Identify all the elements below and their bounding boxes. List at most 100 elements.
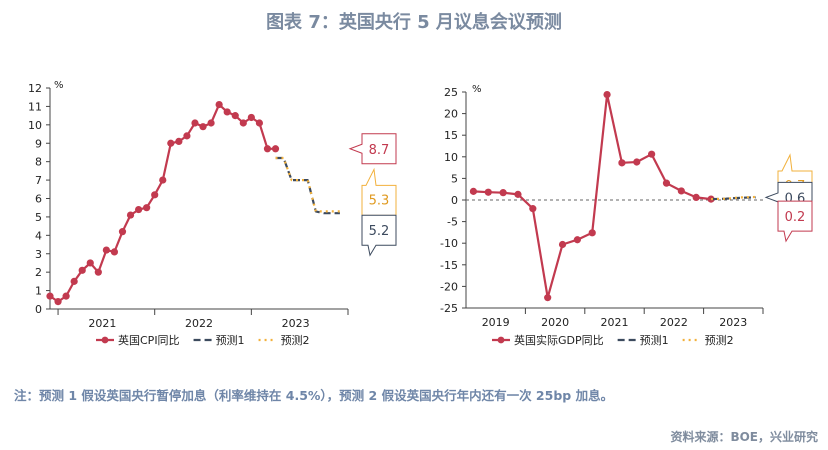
chart2-data-point (662, 179, 671, 187)
page-title: 图表 7：英国央行 5 月议息会议预测 (266, 12, 562, 33)
chart2-data-point (692, 193, 700, 202)
chart2-data-point (588, 229, 596, 237)
chart2-data-point (469, 187, 478, 195)
chart2-data-point (573, 236, 581, 244)
chart1-y-tick-label: 10 (28, 119, 42, 132)
chart1-data-point (86, 259, 94, 267)
chart2-data-point (514, 190, 522, 198)
source-note: 资料来源：BOE，兴业研究 (670, 430, 818, 444)
chart1-callout-label: 5.3 (369, 193, 390, 208)
chart1-data-point (255, 119, 264, 127)
chart1-callout-box (361, 214, 397, 257)
chart2-legend-marker (497, 336, 505, 344)
chart1-y-tick-label: 11 (28, 100, 42, 113)
chart2-callout-label: 0.2 (785, 210, 806, 225)
chart1-data-point (62, 292, 70, 300)
chart1-data-point (78, 266, 86, 274)
chart1-data-point (143, 204, 151, 212)
chart2-y-tick-label: 0 (451, 194, 458, 207)
chart1-y-tick-label: 7 (35, 174, 42, 187)
chart1-y-tick-label: 1 (35, 285, 42, 298)
chart1-y-tick-label: 8 (35, 156, 42, 169)
chart1-x-tick-label: 2021 (88, 317, 116, 330)
footnote: 注：预测 1 假设英国央行暂停加息（利率维持在 4.5%），预测 2 假设英国央… (14, 388, 614, 403)
chart2-data-point (633, 158, 641, 166)
chart1-y-tick-label: 0 (35, 303, 42, 316)
chart2-y-tick-label: -10 (440, 237, 458, 250)
chart2-data-point (544, 294, 552, 302)
chart2-data-point (499, 189, 507, 197)
chart2-legend-label: 预测1 (640, 334, 669, 347)
chart1-data-point (175, 137, 183, 146)
chart1-data-point (263, 145, 272, 153)
chart1-legend-label: 预测2 (281, 334, 310, 347)
chart2-y-tick-label: 5 (451, 172, 458, 185)
chart1-series-forecast1-line (275, 156, 340, 215)
chart1-data-point (54, 298, 62, 306)
chart2-legend-label: 预测2 (705, 334, 734, 347)
chart2-data-point (484, 188, 492, 196)
chart1-data-point (223, 108, 231, 116)
chart1-y-tick-label: 3 (35, 248, 42, 261)
chart1-data-point (215, 100, 223, 109)
chart1-data-point (207, 119, 215, 127)
chart1-y-tick-label: 5 (35, 211, 42, 224)
chart1-data-point (46, 292, 54, 300)
chart1-data-point (110, 248, 119, 256)
chart2-series-actual-line (473, 93, 712, 299)
chart1-legend-label: 英国CPI同比 (118, 333, 180, 347)
chart1-callout-label: 8.7 (369, 143, 390, 158)
chart2-y-tick-label: -20 (440, 280, 458, 293)
chart2-y-tick-label: 10 (444, 151, 458, 164)
chart2-data-point (603, 90, 611, 99)
chart2-x-tick-label: 2022 (660, 316, 688, 329)
chart1-legend-marker (101, 336, 109, 344)
chart1-data-point (247, 113, 255, 122)
chart1-callout-label: 5.2 (369, 224, 390, 239)
chart2-data-point (677, 187, 685, 195)
chart2-x-tick-label: 2020 (541, 316, 569, 329)
chart1-y-tick-label: 4 (35, 229, 42, 242)
chart1-series-forecast2-line (275, 156, 340, 213)
chart2-x-tick-label: 2021 (601, 316, 629, 329)
chart2-data-point (558, 240, 567, 249)
chart1-y-tick-label: 9 (35, 137, 42, 150)
chart2-y-tick-label: 25 (444, 86, 458, 99)
chart1-data-point (126, 211, 135, 219)
chart2-data-point (648, 150, 656, 158)
chart2-callout-box (777, 200, 813, 243)
chart1-data-point (239, 119, 247, 127)
chart1-data-point (199, 123, 207, 131)
chart2-y-tick-label: -5 (447, 216, 458, 229)
chart1-data-point (159, 176, 167, 184)
chart2-data-point (529, 205, 537, 213)
chart2-y-tick-label: 20 (444, 108, 458, 121)
chart1-data-point (167, 139, 175, 147)
chart1-data-point (134, 205, 143, 214)
chart2-legend-label: 英国实际GDP同比 (514, 333, 604, 347)
chart1-y-tick-label: 6 (35, 193, 42, 206)
chart1-unit-label: % (54, 80, 64, 91)
chart1-data-point (102, 246, 110, 254)
chart1-x-tick-label: 2022 (185, 317, 213, 330)
chart2-x-tick-label: 2019 (482, 316, 510, 329)
chart2-unit-label: % (472, 84, 482, 95)
chart1-y-tick-label: 12 (28, 82, 42, 95)
chart1-data-point (191, 119, 199, 127)
chart1-data-point (118, 228, 127, 236)
chart1-data-point (231, 112, 239, 120)
chart1-data-point (151, 191, 159, 199)
chart1-data-point (183, 132, 191, 140)
chart2-series-forecast2-line (710, 195, 756, 201)
chart1-callout-box (348, 133, 397, 165)
chart1-y-tick-label: 2 (35, 266, 42, 279)
chart1-callout-box (361, 167, 397, 216)
chart2-y-tick-label: -25 (440, 302, 458, 315)
chart1-legend-label: 预测1 (216, 334, 245, 347)
chart2-x-tick-label: 2023 (719, 316, 747, 329)
chart1-data-point (271, 145, 280, 153)
chart2-data-point (618, 159, 626, 167)
chart1-x-tick-label: 2023 (282, 317, 310, 330)
chart2-y-tick-label: 15 (444, 129, 458, 142)
